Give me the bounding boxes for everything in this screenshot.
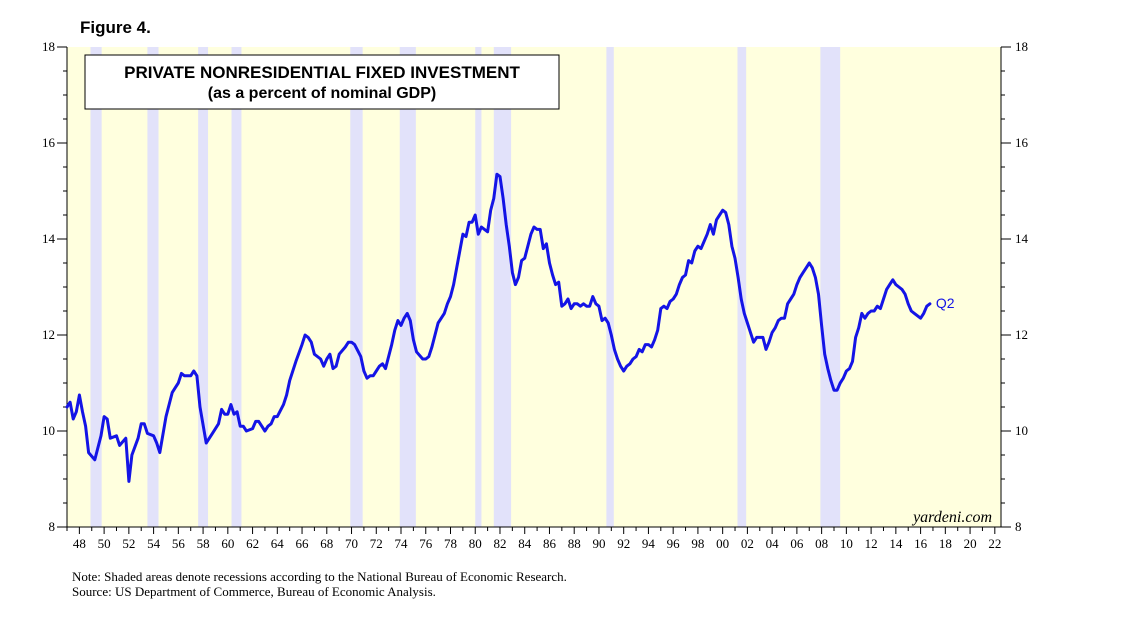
y-tick-label-right: 14 [1015, 231, 1029, 246]
recession-band [147, 47, 159, 527]
x-tick-label: 06 [790, 536, 804, 551]
recession-band [606, 47, 614, 527]
y-tick-label-left: 12 [42, 327, 55, 342]
y-tick-label-right: 8 [1015, 519, 1022, 534]
chart-subtitle: (as a percent of nominal GDP) [208, 85, 436, 102]
chart-notes: Note: Shaded areas denote recessions acc… [72, 569, 567, 599]
recession-band [231, 47, 242, 527]
recession-band [737, 47, 747, 527]
y-tick-label-left: 16 [42, 135, 56, 150]
recession-band [399, 47, 416, 527]
x-tick-label: 54 [147, 536, 161, 551]
y-tick-label-left: 18 [42, 39, 55, 54]
x-tick-label: 92 [617, 536, 630, 551]
chart-title: PRIVATE NONRESIDENTIAL FIXED INVESTMENT [124, 63, 520, 82]
x-tick-label: 20 [964, 536, 977, 551]
x-tick-label: 68 [320, 536, 333, 551]
x-tick-label: 02 [741, 536, 754, 551]
x-tick-label: 04 [766, 536, 780, 551]
x-tick-label: 12 [865, 536, 878, 551]
note-recession: Note: Shaded areas denote recessions acc… [72, 569, 567, 584]
x-tick-label: 10 [840, 536, 853, 551]
x-tick-label: 48 [73, 536, 86, 551]
x-tick-label: 80 [469, 536, 482, 551]
x-tick-label: 94 [642, 536, 656, 551]
x-tick-label: 70 [345, 536, 358, 551]
x-tick-label: 88 [568, 536, 581, 551]
y-tick-label-right: 18 [1015, 39, 1028, 54]
y-tick-label-left: 10 [42, 423, 55, 438]
x-tick-label: 18 [939, 536, 952, 551]
x-tick-label: 22 [988, 536, 1001, 551]
y-tick-label-right: 12 [1015, 327, 1028, 342]
x-tick-label: 56 [172, 536, 186, 551]
x-tick-label: 96 [667, 536, 681, 551]
x-tick-label: 52 [122, 536, 135, 551]
x-tick-label: 90 [592, 536, 605, 551]
series-line [65, 172, 932, 483]
x-tick-label: 82 [493, 536, 506, 551]
y-tick-label-right: 16 [1015, 135, 1029, 150]
watermark: yardeni.com [911, 509, 992, 526]
recession-band [350, 47, 363, 527]
x-tick-label: 60 [221, 536, 234, 551]
y-tick-label-right: 10 [1015, 423, 1028, 438]
figure-label: Figure 4. [80, 18, 151, 37]
recession-bands [90, 47, 841, 527]
x-tick-label: 64 [271, 536, 285, 551]
x-tick-label: 72 [370, 536, 383, 551]
x-tick-label: 58 [197, 536, 210, 551]
x-tick-label: 84 [518, 536, 532, 551]
series-end-label: Q2 [936, 295, 955, 311]
x-tick-label: 62 [246, 536, 259, 551]
chart-title-box: PRIVATE NONRESIDENTIAL FIXED INVESTMENT … [84, 54, 560, 110]
x-tick-label: 76 [419, 536, 433, 551]
x-tick-label: 98 [691, 536, 704, 551]
x-tick-label: 00 [716, 536, 729, 551]
y-tick-label-left: 8 [49, 519, 56, 534]
x-tick-label: 50 [98, 536, 111, 551]
recession-band [198, 47, 209, 527]
series-layer: Q2 [65, 172, 955, 483]
x-tick-label: 74 [395, 536, 409, 551]
recession-band [90, 47, 102, 527]
x-tick-label: 14 [889, 536, 903, 551]
recession-band [493, 47, 512, 527]
recession-band [475, 47, 482, 527]
note-source: Source: US Department of Commerce, Burea… [72, 584, 436, 599]
recession-band [820, 47, 841, 527]
plot-background [67, 47, 1001, 527]
x-tick-label: 66 [296, 536, 310, 551]
x-tick-label: 08 [815, 536, 828, 551]
x-tick-label: 78 [444, 536, 457, 551]
x-tick-label: 86 [543, 536, 557, 551]
x-tick-label: 16 [914, 536, 928, 551]
y-tick-label-left: 14 [42, 231, 56, 246]
